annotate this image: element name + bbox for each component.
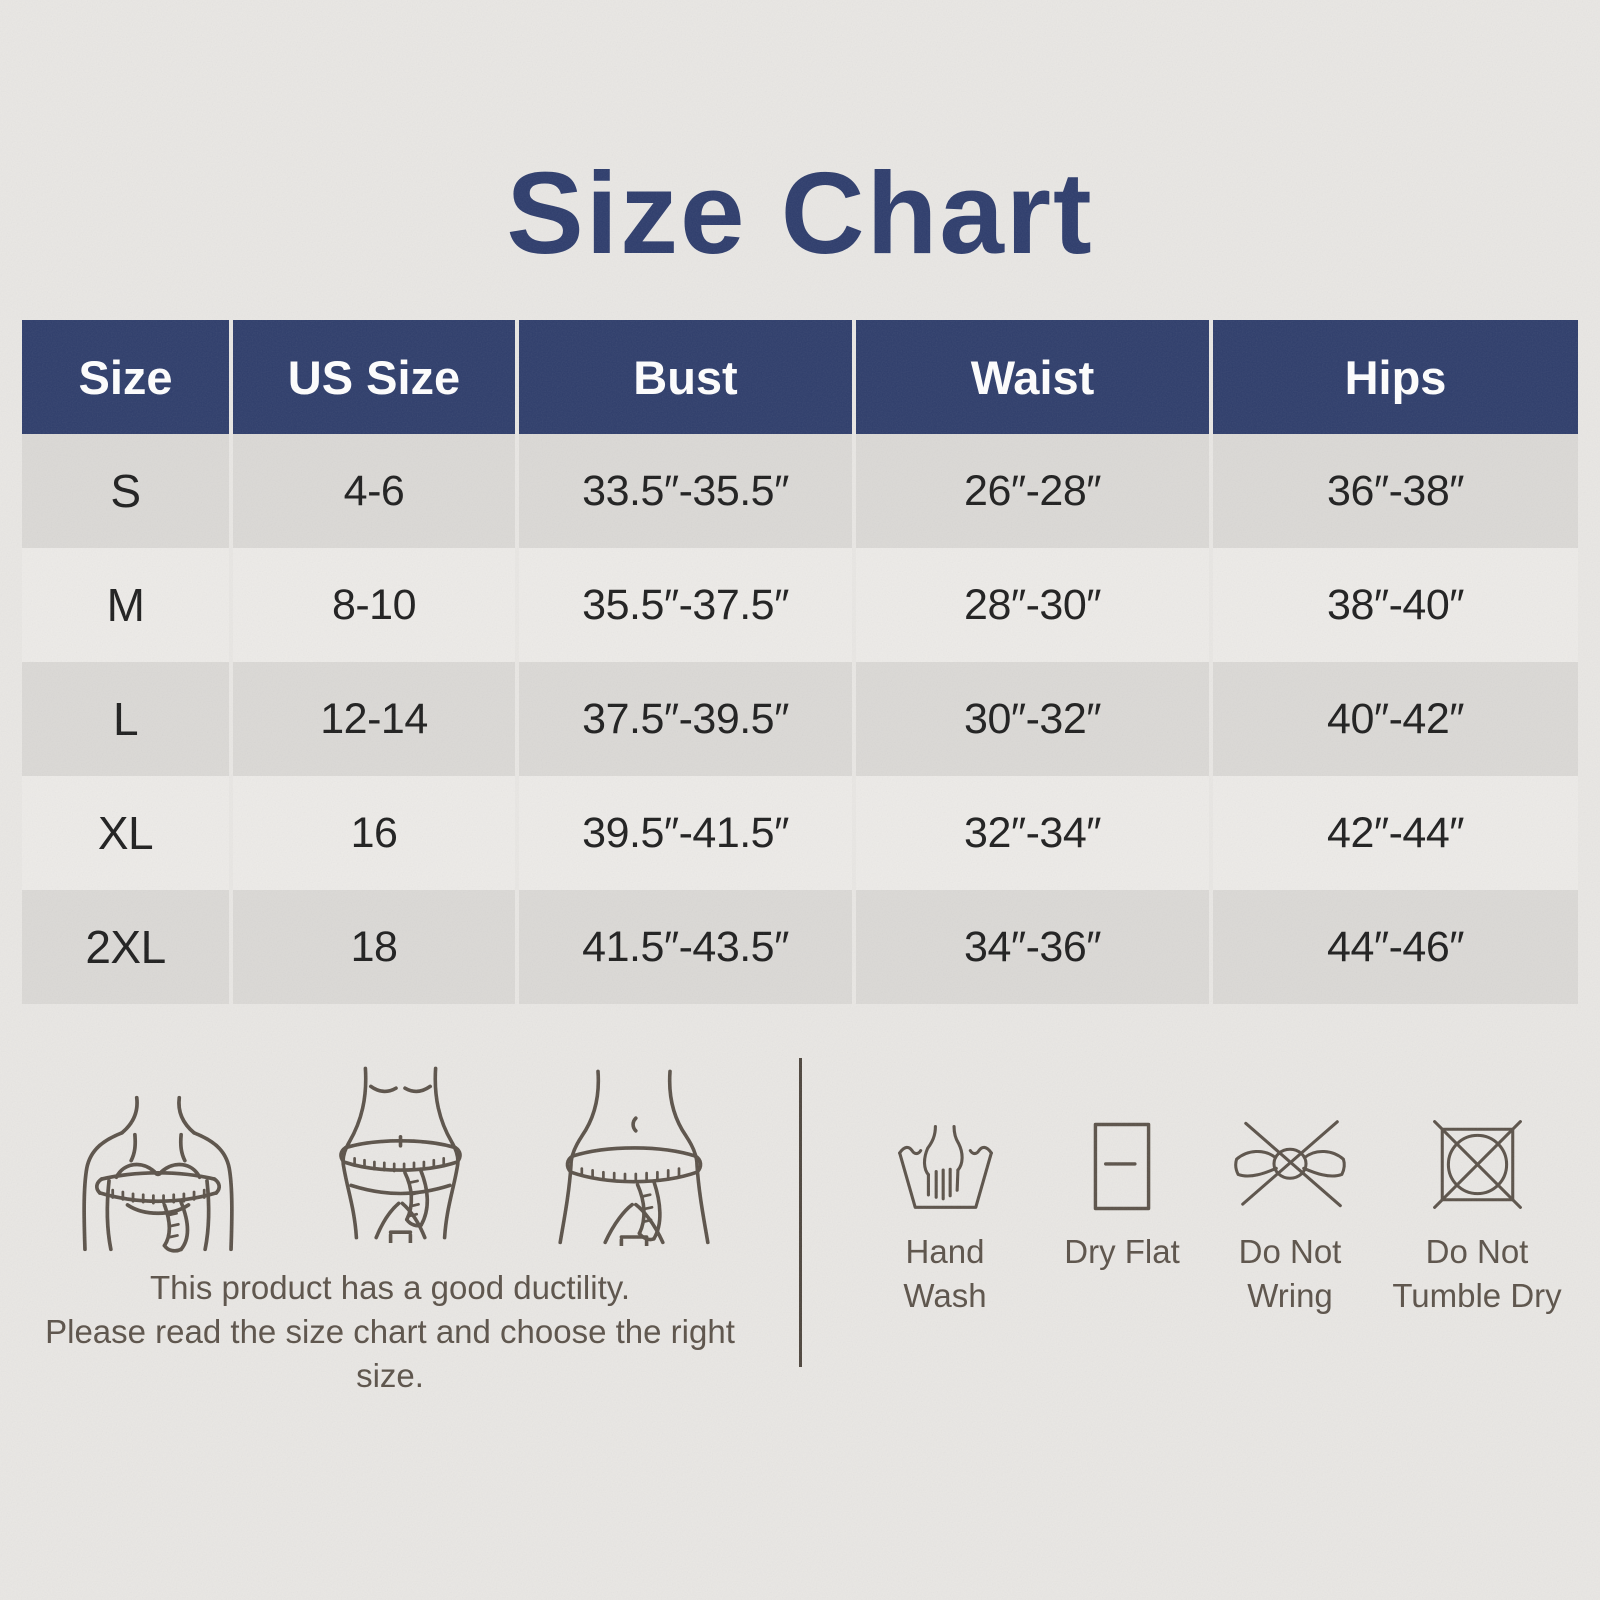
care-item-do-not-wring: Do Not Wring [1200,1100,1380,1318]
cell-bust: 37.5″-39.5″ [519,662,852,776]
cell-waist: 28″-30″ [856,548,1209,662]
waist-measurement-icon [339,1066,462,1243]
page-title: Size Chart [506,148,1094,278]
column-header-hips: Hips [1213,320,1578,434]
cell-size: 2XL [22,890,229,1004]
cell-bust: 39.5″-41.5″ [519,776,852,890]
cell-hips: 42″-44″ [1213,776,1578,890]
do-not-tumble-dry-icon [1432,1120,1522,1209]
cell-waist: 26″-28″ [856,434,1209,548]
product-note: This product has a good ductility. Pleas… [28,1266,752,1398]
do-not-wring-icon-box [1229,1100,1351,1212]
do-not-wring-icon [1234,1120,1346,1208]
column-header-us-size: US Size [233,320,515,434]
note-line-1: This product has a good ductility. [150,1269,630,1306]
table-row-s: S 4-6 33.5″-35.5″ 26″-28″ 36″-38″ [22,434,1578,548]
table-row-2xl: 2XL 18 41.5″-43.5″ 34″-36″ 44″-46″ [22,890,1578,1004]
dry-flat-icon [1093,1122,1151,1211]
table-row-m: M 8-10 35.5″-37.5″ 28″-30″ 38″-40″ [22,548,1578,662]
column-header-size: Size [22,320,229,434]
table-header-row: Size US Size Bust Waist Hips [22,320,1578,434]
cell-size: XL [22,776,229,890]
cell-size: M [22,548,229,662]
cell-waist: 30″-32″ [856,662,1209,776]
table-row-l: L 12-14 37.5″-39.5″ 30″-32″ 40″-42″ [22,662,1578,776]
care-item-dry-flat: Dry Flat [1062,1100,1182,1274]
hand-wash-icon-box [895,1100,996,1212]
care-label: Do Not Wring [1238,1233,1342,1314]
vertical-divider [799,1058,802,1367]
cell-us-size: 8-10 [233,548,515,662]
cell-hips: 44″-46″ [1213,890,1578,1004]
size-table: Size US Size Bust Waist Hips S 4-6 33.5″… [22,320,1578,1004]
cell-us-size: 18 [233,890,515,1004]
care-item-do-not-tumble-dry: Do Not Tumble Dry [1367,1100,1587,1318]
dry-flat-icon-box [1092,1100,1152,1212]
cell-waist: 34″-36″ [856,890,1209,1004]
cell-bust: 35.5″-37.5″ [519,548,852,662]
cell-waist: 32″-34″ [856,776,1209,890]
hips-measurement-icon [558,1069,710,1246]
care-label: Hand Wash [903,1233,987,1314]
cell-hips: 38″-40″ [1213,548,1578,662]
cell-size: L [22,662,229,776]
do-not-tumble-dry-icon-box [1430,1100,1525,1212]
care-label: Do Not Tumble Dry [1392,1233,1562,1314]
care-item-hand-wash: Hand Wash [865,1100,1025,1318]
cell-us-size: 4-6 [233,434,515,548]
column-header-bust: Bust [519,320,852,434]
cell-bust: 41.5″-43.5″ [519,890,852,1004]
hand-wash-icon [897,1125,993,1209]
column-header-waist: Waist [856,320,1209,434]
care-label: Dry Flat [1064,1233,1180,1270]
bust-measurement-icon [82,1095,234,1253]
cell-us-size: 12-14 [233,662,515,776]
note-line-2: Please read the size chart and choose th… [45,1313,735,1394]
cell-size: S [22,434,229,548]
cell-hips: 40″-42″ [1213,662,1578,776]
cell-us-size: 16 [233,776,515,890]
cell-hips: 36″-38″ [1213,434,1578,548]
cell-bust: 33.5″-35.5″ [519,434,852,548]
table-row-xl: XL 16 39.5″-41.5″ 32″-34″ 42″-44″ [22,776,1578,890]
